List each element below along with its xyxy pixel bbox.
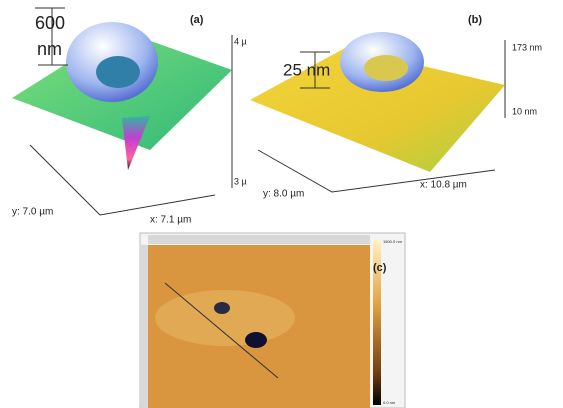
- axis-label: x: 7.1 µm: [150, 215, 191, 226]
- spot: [214, 302, 230, 314]
- scale-label: nm: [37, 39, 62, 59]
- colorbar-label: 1500.0 nm: [383, 239, 403, 244]
- panel-label: (c): [373, 262, 387, 274]
- spot: [245, 332, 267, 348]
- z-tick: 173 nm: [512, 42, 542, 52]
- panel-b: 25 nm (b) 173 nm 10 nm y: 8.0 µm x: 10.8…: [250, 14, 542, 200]
- axis-label: x: 10.8 µm: [420, 180, 467, 191]
- axis-label: y: 7.0 µm: [12, 207, 53, 218]
- axis-label: y: 8.0 µm: [263, 189, 304, 200]
- panel-label: (a): [190, 14, 204, 26]
- figure: 600 nm (a) 4 µ 3 µ y: 7.0 µm x: 7.1 µm 2…: [0, 0, 563, 408]
- page: {"panels": [ {"label": "(a)", "scale_bar…: [0, 0, 563, 408]
- ring-hole: [96, 56, 140, 88]
- z-tick: 3 µ: [234, 176, 247, 186]
- z-tick: 10 nm: [512, 106, 537, 116]
- ruler: [141, 245, 148, 408]
- ruler: [148, 235, 370, 244]
- ring-hole: [364, 55, 408, 81]
- scale-label: 25 nm: [283, 60, 330, 79]
- panel-c: 1500.0 nm 0.0 nm (c): [140, 233, 405, 408]
- feature: [155, 290, 295, 346]
- colorbar-label: 0.0 nm: [383, 400, 396, 405]
- panel-a: 600 nm (a) 4 µ 3 µ y: 7.0 µm x: 7.1 µm: [12, 8, 247, 226]
- panel-label: (b): [468, 14, 482, 26]
- scale-label: 600: [35, 13, 65, 33]
- axis-frame: [30, 145, 215, 215]
- z-tick: 4 µ: [234, 36, 247, 46]
